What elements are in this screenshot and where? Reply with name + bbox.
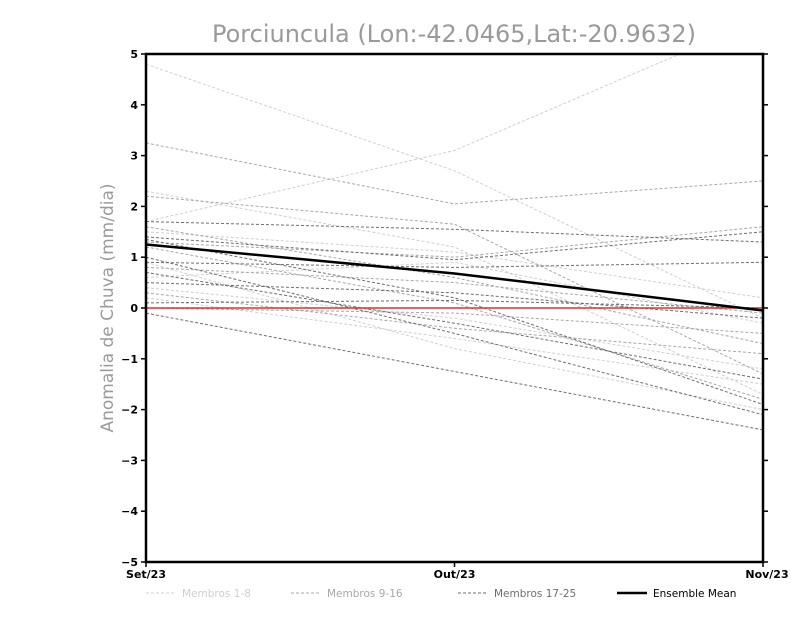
x-tick-label: Out/23	[434, 568, 476, 581]
y-tick-label: 2	[130, 200, 138, 213]
y-tick-label: −3	[121, 454, 138, 467]
member-line-13	[146, 266, 763, 314]
y-tick-label: 1	[130, 251, 138, 264]
member-line-7	[146, 287, 763, 370]
legend-label: Membros 1-8	[182, 588, 251, 600]
member-line-22	[146, 299, 763, 309]
member-line-16	[146, 226, 763, 345]
member-line-8	[146, 261, 763, 411]
legend-label: Ensemble Mean	[653, 588, 736, 600]
legend-label: Membros 17-25	[494, 588, 576, 600]
member-line-11	[146, 226, 763, 258]
y-tick-label: −4	[121, 505, 138, 518]
legend: Membros 1-8 Membros 9-16 Membros 17-25 Ense…	[146, 588, 736, 600]
y-tick-label: 0	[130, 302, 138, 315]
member-line-17	[146, 221, 763, 243]
series-layer	[146, 54, 763, 431]
y-axis-label: Anomalia de Chuva (mm/dia)	[98, 183, 118, 432]
member-line-1	[146, 63, 763, 319]
legend-label: Membros 9-16	[327, 588, 403, 600]
x-tick-label: Set/23	[126, 568, 166, 581]
y-tick-label: 5	[130, 48, 138, 61]
member-line-5	[146, 297, 763, 385]
y-tick-label: 3	[130, 150, 138, 163]
member-line-24	[146, 282, 763, 319]
member-line-23	[146, 256, 763, 416]
member-line-6	[146, 231, 763, 299]
y-tick-label: −5	[121, 556, 138, 569]
member-line-15	[146, 292, 763, 355]
member-line-3	[146, 190, 763, 395]
member-line-21	[146, 271, 763, 380]
y-tick-label: 4	[130, 99, 138, 112]
member-line-25	[146, 238, 763, 405]
member-line-18	[146, 312, 763, 431]
member-line-19	[146, 261, 763, 268]
member-line-12	[146, 307, 763, 334]
member-line-2	[146, 54, 682, 223]
member-line-10	[146, 195, 763, 375]
y-axis-ticks: 5 4 3 2 1 0 −1 −2 −3 −4 −5	[121, 48, 768, 569]
y-tick-label: −1	[121, 353, 138, 366]
x-tick-label: Nov/23	[745, 568, 788, 581]
chart-title: Porciuncula (Lon:-42.0465,Lat:-20.9632)	[212, 20, 696, 48]
ensemble-mean-line	[146, 243, 763, 312]
member-line-20	[146, 231, 763, 261]
mean-layer	[146, 243, 763, 312]
x-axis-ticks: Set/23 Out/23 Nov/23	[126, 562, 789, 581]
member-line-4	[146, 261, 763, 324]
y-tick-label: −2	[121, 404, 138, 417]
member-line-9	[146, 142, 763, 205]
